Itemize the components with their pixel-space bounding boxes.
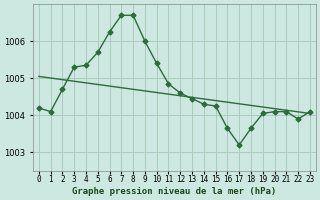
X-axis label: Graphe pression niveau de la mer (hPa): Graphe pression niveau de la mer (hPa) bbox=[72, 187, 276, 196]
